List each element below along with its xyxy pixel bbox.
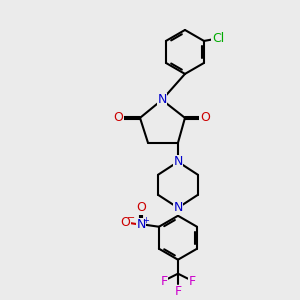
Text: N: N xyxy=(173,201,183,214)
Text: −: − xyxy=(127,213,135,223)
Text: O: O xyxy=(113,111,123,124)
Text: N: N xyxy=(136,218,146,231)
Text: +: + xyxy=(142,216,149,225)
Text: O: O xyxy=(200,111,210,124)
Text: Cl: Cl xyxy=(212,32,224,46)
Text: F: F xyxy=(160,275,167,288)
Text: N: N xyxy=(157,93,167,106)
Text: F: F xyxy=(174,285,182,298)
Text: O: O xyxy=(120,216,130,229)
Text: N: N xyxy=(173,155,183,168)
Text: O: O xyxy=(136,201,146,214)
Text: F: F xyxy=(188,275,196,288)
